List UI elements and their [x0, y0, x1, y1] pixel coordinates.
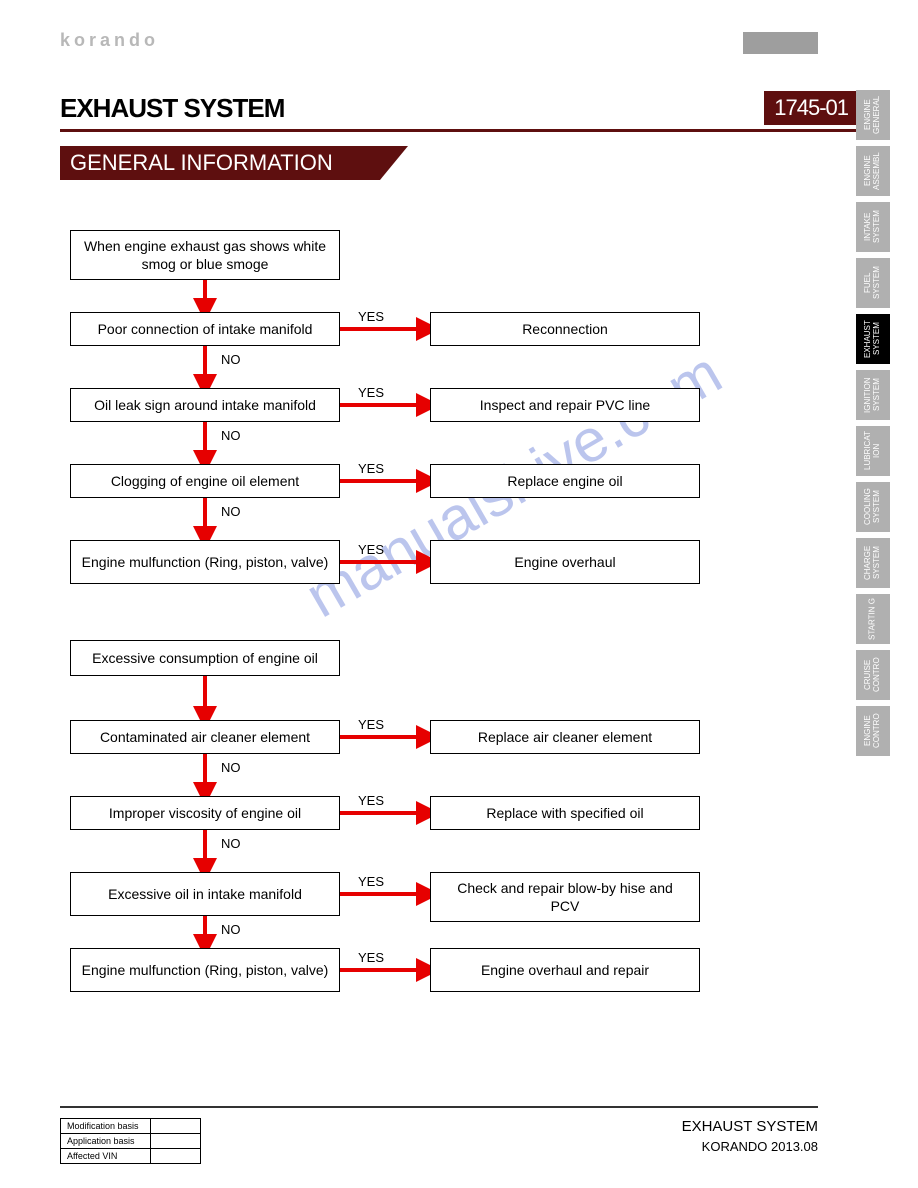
flow-label: YES [358, 385, 384, 400]
footer-row-value [151, 1149, 201, 1164]
page-code-badge: 1745-01 [764, 91, 858, 125]
side-tab[interactable]: INTAKE SYSTEM [856, 202, 890, 252]
flow-start: When engine exhaust gas shows white smog… [70, 230, 340, 280]
footer-table: Modification basis Application basis Aff… [60, 1118, 201, 1164]
flow-answer: Replace air cleaner element [430, 720, 700, 754]
flow-question: Oil leak sign around intake manifold [70, 388, 340, 422]
flow-label: YES [358, 950, 384, 965]
side-tab[interactable]: LUBRICAT ION [856, 426, 890, 476]
side-tab[interactable]: CHARGE SYSTEM [856, 538, 890, 588]
footer-row-label: Affected VIN [61, 1149, 151, 1164]
title-row: EXHAUST SYSTEM 1745-01 [60, 91, 858, 132]
page-title: EXHAUST SYSTEM [60, 93, 284, 124]
side-tab[interactable]: ENGINE GENERAL [856, 90, 890, 140]
flow-start: Excessive consumption of engine oil [70, 640, 340, 676]
flow-label: YES [358, 461, 384, 476]
flow-question: Engine mulfunction (Ring, piston, valve) [70, 948, 340, 992]
footer: Modification basis Application basis Aff… [60, 1106, 818, 1164]
flow-label: NO [221, 760, 241, 775]
side-tab[interactable]: IGNITION SYSTEM [856, 370, 890, 420]
side-tab[interactable]: FUEL SYSTEM [856, 258, 890, 308]
flow-label: NO [221, 428, 241, 443]
flow-question: Excessive oil in intake manifold [70, 872, 340, 916]
flow-label: NO [221, 836, 241, 851]
footer-row-value [151, 1119, 201, 1134]
flow-label: NO [221, 352, 241, 367]
flow-question: Improper viscosity of engine oil [70, 796, 340, 830]
flow-label: YES [358, 874, 384, 889]
flow-label: NO [221, 504, 241, 519]
flow-answer: Inspect and repair PVC line [430, 388, 700, 422]
footer-right: EXHAUST SYSTEM KORANDO 2013.08 [682, 1118, 818, 1154]
flow-answer: Engine overhaul [430, 540, 700, 584]
side-tab[interactable]: ENGINE ASSEMBL [856, 146, 890, 196]
flow-answer: Reconnection [430, 312, 700, 346]
footer-model: KORANDO 2013.08 [682, 1139, 818, 1154]
flow-answer: Replace with specified oil [430, 796, 700, 830]
flow-question: Poor connection of intake manifold [70, 312, 340, 346]
footer-row-value [151, 1134, 201, 1149]
page: korando EXHAUST SYSTEM 1745-01 GENERAL I… [0, 0, 918, 1188]
side-tab[interactable]: EXHAUST SYSTEM [856, 314, 890, 364]
flow-question: Contaminated air cleaner element [70, 720, 340, 754]
side-tab[interactable]: CRUISE CONTRO [856, 650, 890, 700]
side-tabs: ENGINE GENERAL ENGINE ASSEMBL INTAKE SYSTE… [856, 90, 890, 756]
flow-answer: Check and repair blow-by hise and PCV [430, 872, 700, 922]
flow-label: YES [358, 717, 384, 732]
flow-label: NO [221, 922, 241, 937]
flow-answer: Engine overhaul and repair [430, 948, 700, 992]
footer-system: EXHAUST SYSTEM [682, 1118, 818, 1135]
brand-logo: korando [60, 30, 858, 51]
section-heading: GENERAL INFORMATION [60, 146, 858, 180]
section-banner: GENERAL INFORMATION [60, 146, 858, 180]
side-tab[interactable]: ENGINE CONTRO [856, 706, 890, 756]
footer-row-label: Application basis [61, 1134, 151, 1149]
flow-question: Clogging of engine oil element [70, 464, 340, 498]
flowchart-area: When engine exhaust gas shows white smog… [60, 230, 858, 1030]
side-tab[interactable]: COOLING SYSTEM [856, 482, 890, 532]
footer-row-label: Modification basis [61, 1119, 151, 1134]
flow-label: YES [358, 793, 384, 808]
flow-label: YES [358, 309, 384, 324]
side-tab[interactable]: STARTIN G [856, 594, 890, 644]
header-grey-box [743, 32, 818, 54]
flow-answer: Replace engine oil [430, 464, 700, 498]
flow-question: Engine mulfunction (Ring, piston, valve) [70, 540, 340, 584]
flow-label: YES [358, 542, 384, 557]
